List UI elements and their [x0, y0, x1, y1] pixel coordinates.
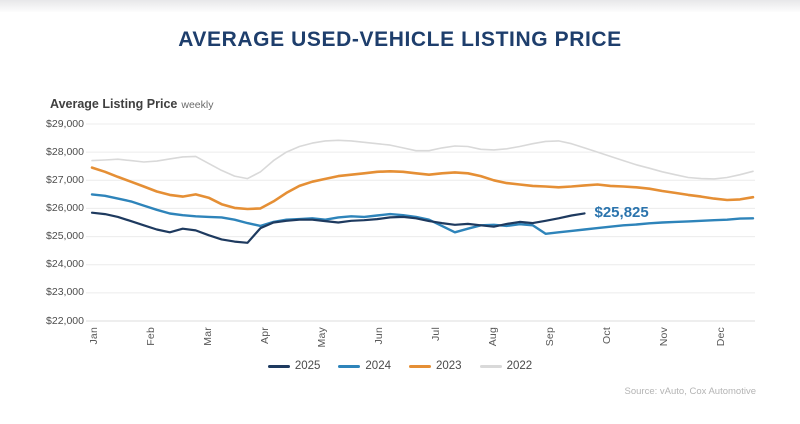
legend-swatch-2024 [338, 364, 361, 368]
x-tick-label: Nov [658, 327, 670, 347]
y-tick-label: $25,000 [46, 230, 84, 243]
chart-legend: 2025 2024 2023 2022 [0, 360, 800, 372]
legend-item-2025[interactable]: 2025 [267, 360, 321, 372]
x-tick-label: Jun [373, 327, 385, 345]
legend-swatch-2022 [479, 364, 502, 368]
x-tick-label: Sep [544, 327, 556, 347]
y-tick-label: $29,000 [46, 117, 84, 130]
y-tick-label: $27,000 [46, 173, 84, 186]
x-tick-label: May [316, 327, 328, 348]
source-credit: Source: vAuto, Cox Automotive [624, 386, 756, 397]
y-tick-label: $26,000 [46, 201, 84, 214]
legend-label-2024: 2024 [365, 360, 391, 372]
latest-value-annotation: $25,825 [594, 204, 649, 222]
x-tick-label: Oct [601, 327, 613, 344]
page-top-edge [0, 0, 800, 12]
page-title: AVERAGE USED-VEHICLE LISTING PRICE [178, 28, 622, 51]
legend-label-2022: 2022 [506, 360, 533, 372]
x-tick-label: Jan [88, 327, 100, 345]
line-2023 [90, 166, 755, 211]
x-tick-label: Dec [715, 327, 727, 347]
y-tick-label: $24,000 [46, 258, 84, 271]
legend-item-2024[interactable]: 2024 [338, 360, 391, 372]
x-tick-label: Feb [145, 327, 157, 346]
x-tick-label: Apr [259, 327, 271, 344]
y-tick-label: $23,000 [46, 286, 84, 299]
legend-swatch-2025 [267, 364, 290, 368]
x-tick-label: Aug [487, 327, 499, 347]
y-tick-label: $22,000 [46, 314, 84, 327]
line-2024 [90, 193, 755, 236]
line-2025 [90, 211, 586, 244]
legend-label-2023: 2023 [436, 360, 462, 372]
chart-axis-title: Average Listing Price weekly [50, 97, 213, 111]
x-tick-label: Mar [202, 327, 214, 346]
legend-item-2022[interactable]: 2022 [479, 360, 533, 372]
legend-item-2023[interactable]: 2023 [409, 360, 462, 372]
legend-swatch-2023 [409, 364, 431, 368]
x-tick-label: Jul [430, 327, 442, 342]
legend-label-2025: 2025 [294, 360, 321, 372]
line-2022 [91, 139, 754, 180]
y-tick-label: $28,000 [46, 145, 84, 158]
chart-axis-title-suffix: weekly [181, 99, 214, 111]
chart-axis-title-text: Average Listing Price [50, 97, 178, 111]
